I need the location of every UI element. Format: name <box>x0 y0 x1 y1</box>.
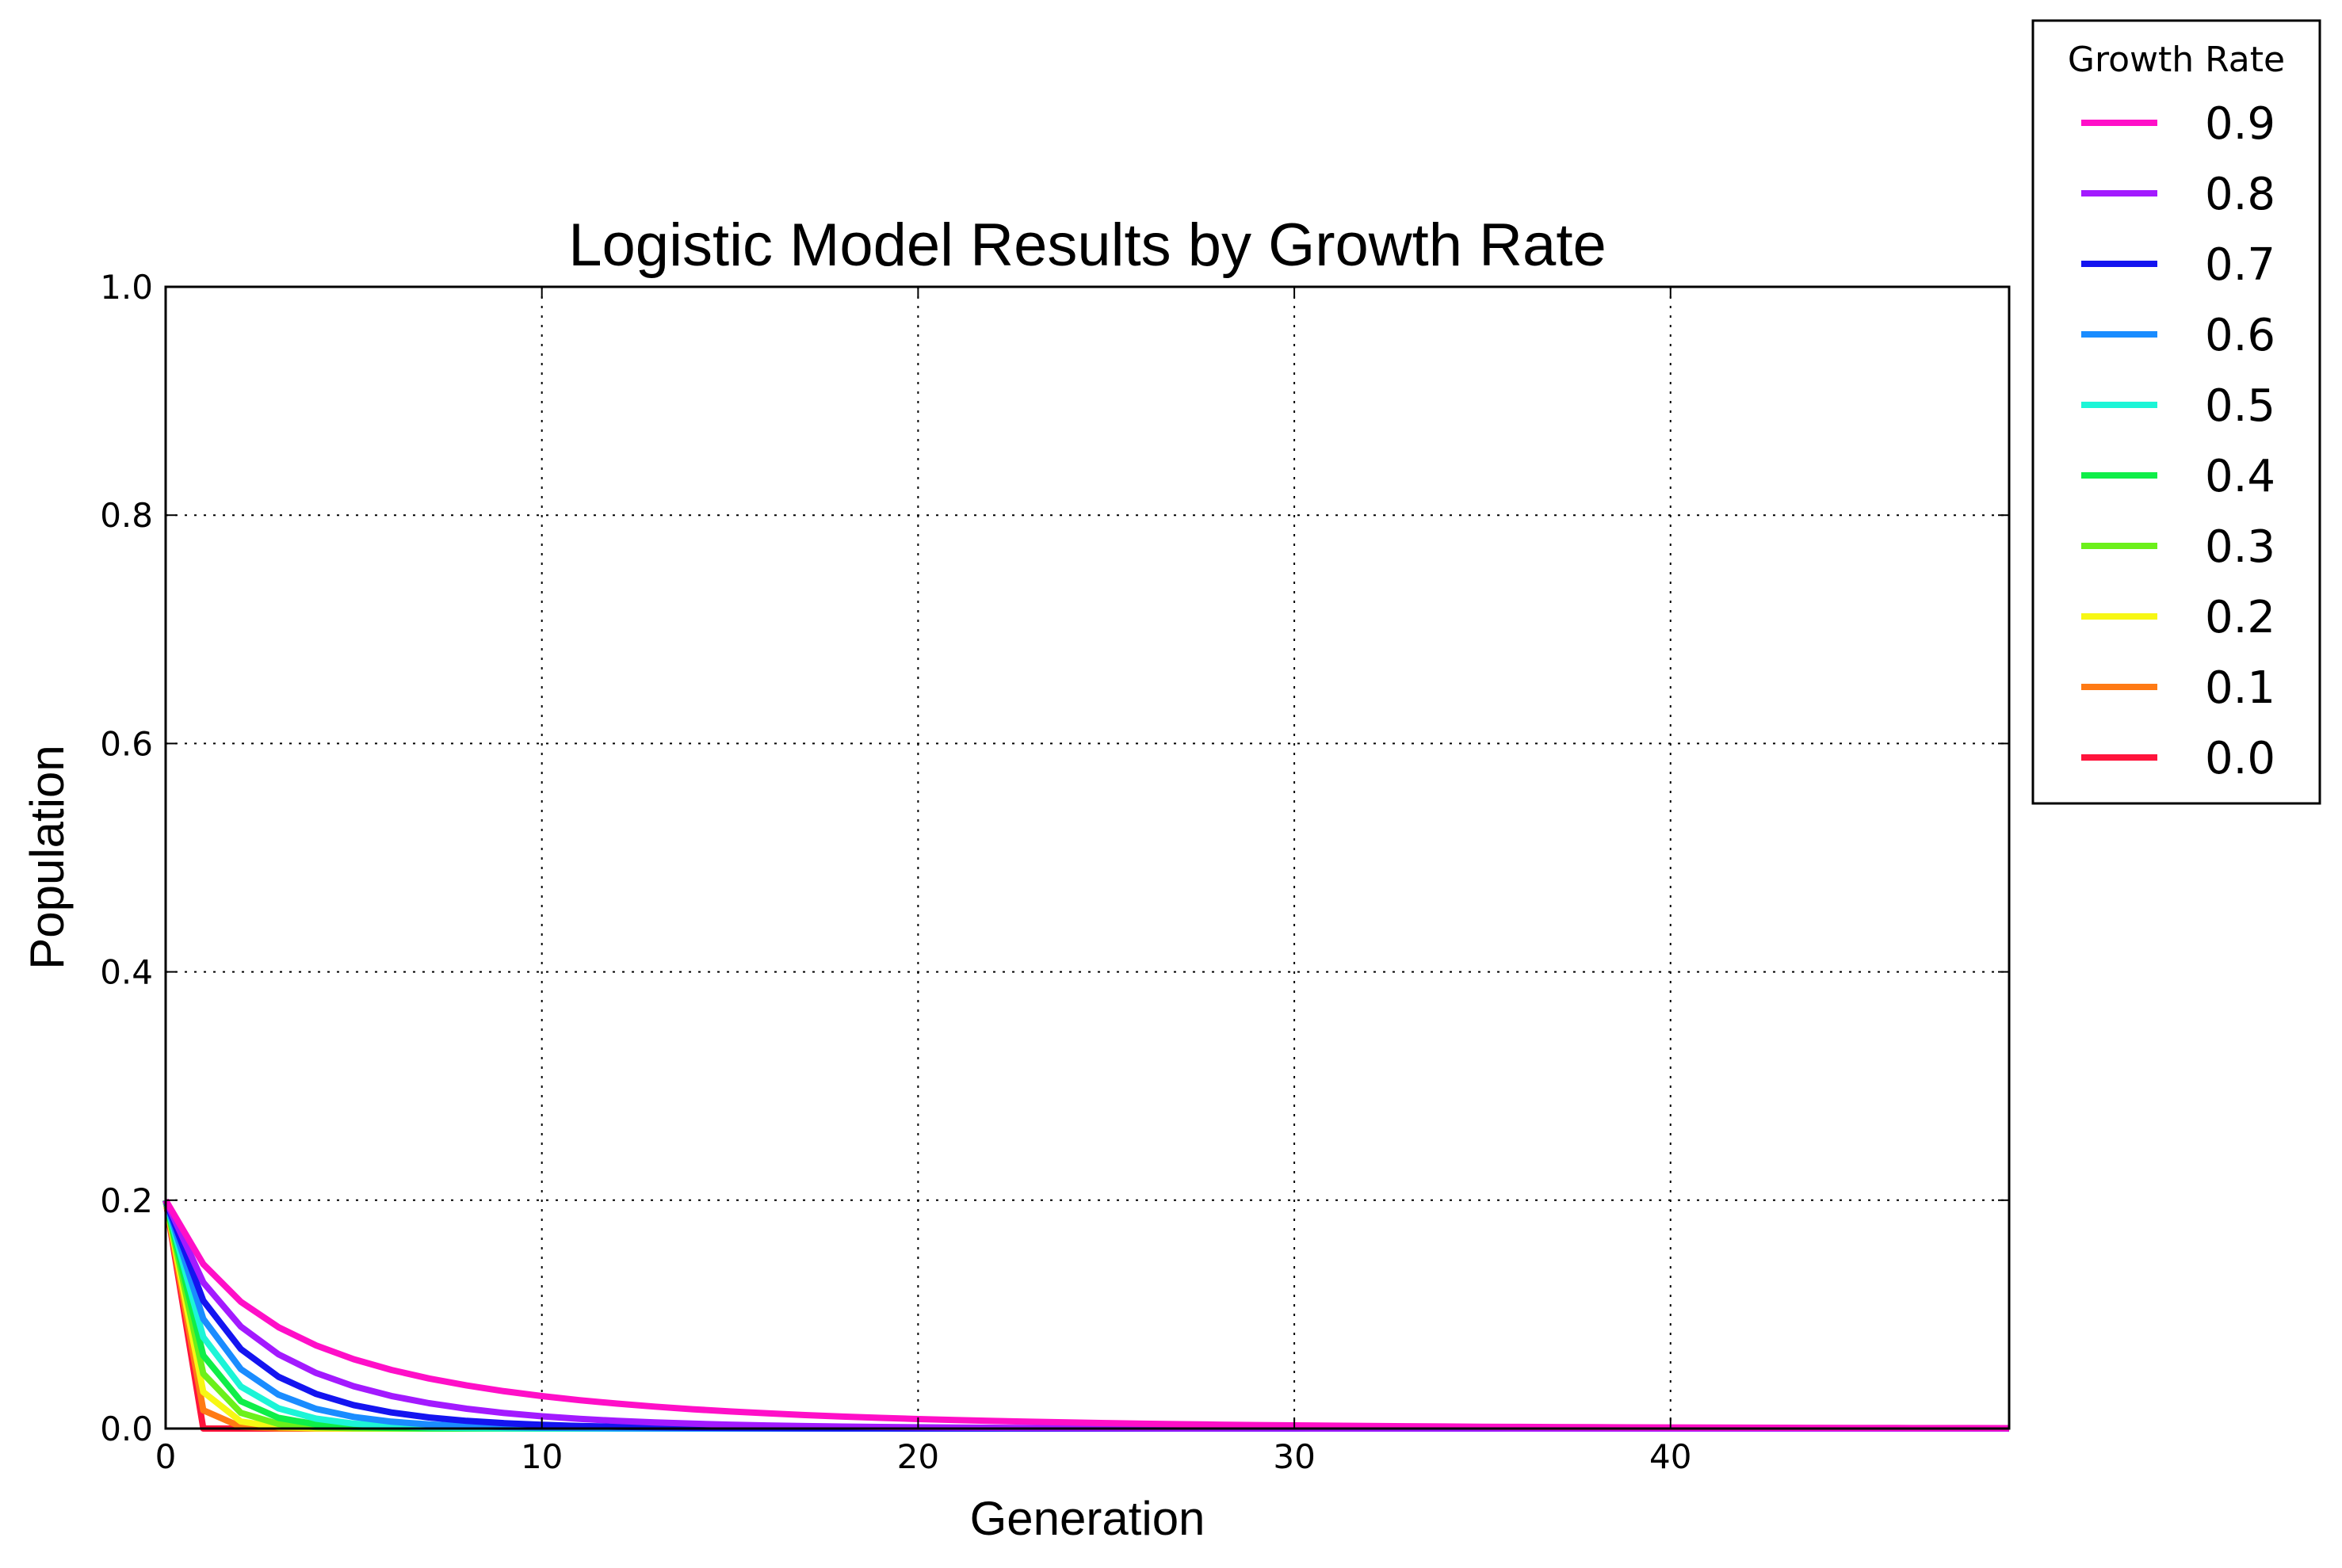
legend: Growth Rate 0.90.80.70.60.50.40.30.20.10… <box>2031 19 2321 805</box>
series-line-0-1 <box>162 1200 2009 1432</box>
series-line-0-6 <box>162 1199 2009 1432</box>
y-tick-label: 0.0 <box>100 1410 153 1448</box>
legend-label: 0.8 <box>2205 169 2275 220</box>
series-line-0-2 <box>162 1200 2009 1432</box>
x-axis-label: Generation <box>970 1492 1205 1545</box>
ticks: 0 10 20 30 40 0.0 0.2 0.4 0.6 0.8 1.0 <box>100 268 2009 1476</box>
legend-label: 0.5 <box>2205 380 2275 432</box>
series-line-0-4 <box>162 1199 2009 1432</box>
legend-label: 0.6 <box>2205 310 2275 361</box>
y-axis-label: Population <box>21 745 74 970</box>
grid <box>166 287 2009 1429</box>
legend-box <box>2031 19 2321 805</box>
legend-label: 0.3 <box>2205 521 2275 573</box>
x-tick-label: 30 <box>1273 1437 1315 1476</box>
series-line-0-5 <box>162 1199 2009 1432</box>
x-tick-label: 20 <box>897 1437 939 1476</box>
x-tick-label: 0 <box>155 1437 177 1476</box>
y-tick-label: 0.2 <box>100 1181 153 1220</box>
x-tick-label: 40 <box>1649 1437 1691 1476</box>
legend-label: 0.2 <box>2205 592 2275 643</box>
legend-label: 0.7 <box>2205 239 2275 291</box>
legend-label: 0.0 <box>2205 733 2275 784</box>
series-line-0-8 <box>162 1199 2009 1432</box>
x-tick-label: 10 <box>521 1437 563 1476</box>
series-line-0-0 <box>162 1200 2009 1432</box>
y-tick-label: 0.6 <box>100 724 153 763</box>
series-line-0-7 <box>162 1199 2009 1432</box>
y-tick-label: 0.8 <box>100 496 153 535</box>
series-line-0-9 <box>162 1198 2010 1432</box>
legend-label: 0.9 <box>2205 98 2275 150</box>
legend-label: 0.4 <box>2205 451 2275 502</box>
chart-title: Logistic Model Results by Growth Rate <box>568 212 1606 279</box>
series-line-0-3 <box>162 1199 2009 1432</box>
legend-title: Growth Rate <box>2068 40 2285 80</box>
series-lines <box>162 1198 2010 1432</box>
plot-frame <box>164 285 2011 1430</box>
y-tick-label: 0.4 <box>100 953 153 992</box>
y-tick-label: 1.0 <box>100 268 153 307</box>
legend-items: 0.9 0.8 0.7 0.6 0.5 0.4 0.3 0.2 0.1 0.0 <box>2081 98 2275 784</box>
legend-label: 0.1 <box>2205 662 2275 714</box>
